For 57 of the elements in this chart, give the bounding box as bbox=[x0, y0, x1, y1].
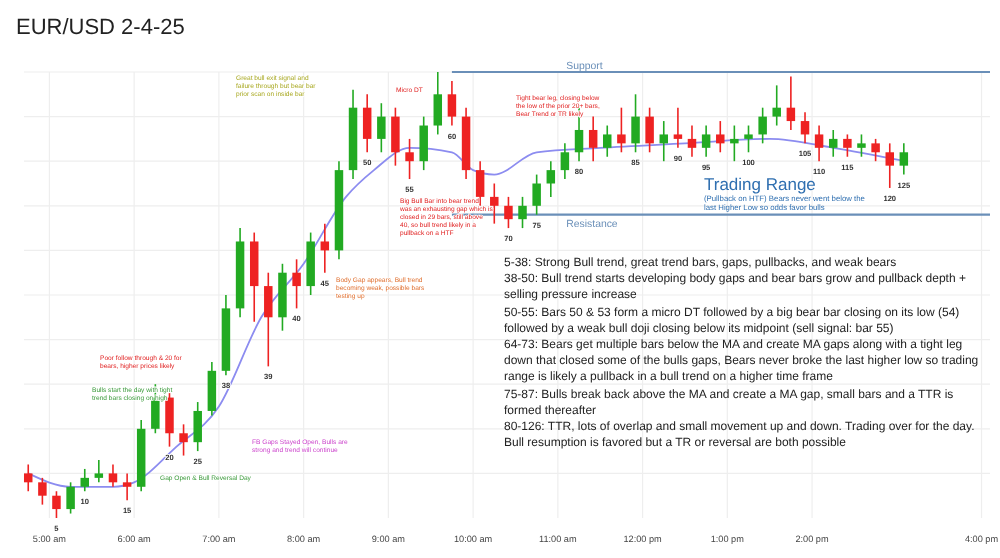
candlestick bbox=[419, 115, 428, 171]
candlestick bbox=[377, 102, 386, 154]
candlestick bbox=[433, 71, 443, 136]
candlestick bbox=[447, 80, 457, 127]
candlestick bbox=[560, 142, 570, 180]
candlestick bbox=[744, 124, 753, 154]
candlestick bbox=[716, 120, 725, 154]
candlestick bbox=[38, 477, 47, 506]
candlestick bbox=[857, 133, 866, 158]
candlestick bbox=[701, 124, 711, 158]
candlestick bbox=[179, 423, 188, 457]
candlestick bbox=[786, 75, 796, 131]
candlestick bbox=[588, 115, 598, 162]
candlestick bbox=[94, 459, 104, 484]
candlestick bbox=[306, 231, 315, 296]
candlestick bbox=[320, 222, 330, 274]
candlestick bbox=[814, 124, 824, 162]
candlestick bbox=[490, 182, 499, 225]
candlestick bbox=[108, 463, 118, 488]
candlestick bbox=[899, 142, 909, 176]
candlestick bbox=[504, 196, 513, 229]
candlestick bbox=[758, 106, 767, 145]
candlestick bbox=[617, 106, 626, 154]
candlestick bbox=[165, 392, 174, 448]
candlestick bbox=[52, 490, 61, 519]
candlestick bbox=[532, 173, 541, 216]
candlestick bbox=[645, 106, 654, 154]
candlestick bbox=[885, 142, 894, 189]
candlestick bbox=[687, 124, 697, 158]
candlestick bbox=[80, 468, 89, 493]
candlestick bbox=[843, 133, 852, 158]
candlestick bbox=[631, 93, 640, 154]
candlestick bbox=[362, 93, 372, 154]
candlestick bbox=[122, 472, 132, 501]
candlestick bbox=[772, 84, 781, 127]
candlestick bbox=[730, 124, 739, 162]
candlestick bbox=[673, 106, 683, 149]
candlestick bbox=[23, 463, 33, 493]
candlestick bbox=[278, 262, 287, 332]
candlestick bbox=[264, 271, 273, 368]
candlestick bbox=[207, 361, 217, 417]
candlestick bbox=[193, 401, 202, 452]
candlestick bbox=[292, 258, 301, 310]
candlestick bbox=[405, 138, 414, 180]
candlestick bbox=[603, 124, 612, 158]
annotation: Trading Range bbox=[704, 174, 817, 194]
candlestick bbox=[475, 160, 485, 207]
candlestick bbox=[546, 160, 556, 198]
chart-title: EUR/USD 2-4-25 bbox=[16, 16, 185, 40]
candlestick bbox=[518, 196, 527, 229]
candlestick bbox=[659, 120, 669, 162]
candlestick bbox=[391, 106, 400, 167]
candlestick bbox=[66, 481, 75, 515]
candlestick bbox=[249, 231, 259, 323]
candlestick bbox=[800, 111, 810, 145]
candlestick bbox=[871, 138, 880, 162]
candlestick bbox=[828, 129, 838, 158]
